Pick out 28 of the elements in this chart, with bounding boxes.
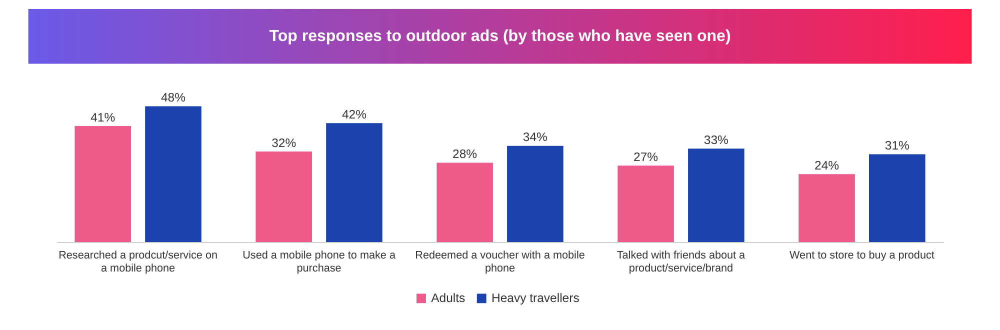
x-tick-label: Researched a prodcut/service on a mobile phone bbox=[58, 250, 218, 274]
x-tick-label: Used a mobile phone to make a purchase bbox=[242, 250, 396, 274]
data-label: 48% bbox=[160, 90, 186, 104]
data-label: 42% bbox=[342, 107, 367, 122]
x-tick-label: Talked with friends about a product/service/brand bbox=[616, 250, 746, 274]
bar bbox=[145, 106, 202, 242]
bar bbox=[618, 166, 674, 242]
bar bbox=[688, 148, 744, 242]
data-label: 34% bbox=[522, 130, 548, 144]
bar bbox=[868, 154, 926, 242]
bar bbox=[256, 151, 312, 242]
bar bbox=[798, 174, 855, 242]
legend-label: Adults bbox=[431, 291, 466, 306]
bar bbox=[436, 162, 493, 242]
bar bbox=[326, 123, 382, 242]
legend-label: Heavy travellers bbox=[492, 291, 580, 306]
data-label: 27% bbox=[634, 150, 658, 164]
data-label: 24% bbox=[814, 158, 840, 172]
x-tick-label: Redeemed a voucher with a mobile phone bbox=[415, 250, 585, 274]
bar bbox=[507, 146, 564, 242]
bar bbox=[74, 126, 132, 242]
data-label: 31% bbox=[884, 138, 910, 153]
data-label: 28% bbox=[452, 147, 478, 162]
data-label: 33% bbox=[704, 132, 729, 147]
chart-title: Top responses to outdoor ads (by those who have seen one) bbox=[269, 27, 731, 46]
data-label: 32% bbox=[272, 136, 296, 150]
data-label: 41% bbox=[90, 110, 116, 124]
x-tick-label: Went to store to buy a product bbox=[790, 250, 934, 262]
